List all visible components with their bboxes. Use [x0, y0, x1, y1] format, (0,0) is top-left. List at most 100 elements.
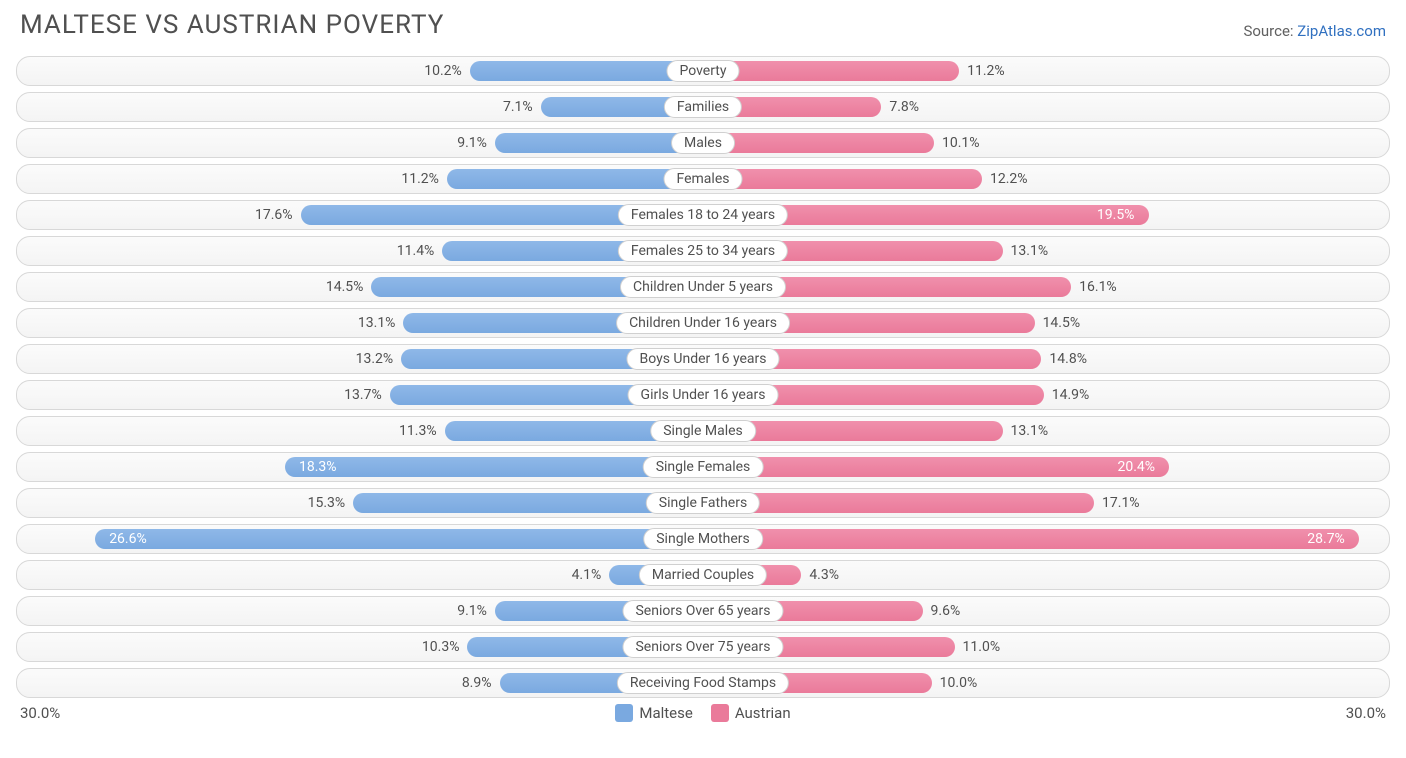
bar-half-right: 13.1% [703, 417, 1389, 445]
legend-item-austrian: Austrian [711, 704, 791, 722]
chart-row: 13.1% 14.5%Children Under 16 years [16, 308, 1390, 338]
chart-row: 10.3%11.0%Seniors Over 75 years [16, 632, 1390, 662]
bar-half-left: 13.2% [17, 345, 703, 373]
value-austrian: 9.6% [931, 597, 961, 625]
value-maltese: 11.4% [397, 237, 435, 265]
bar-half-right: 13.1% [703, 237, 1389, 265]
value-maltese: 11.2% [401, 165, 439, 193]
axis-label-left: 30.0% [20, 704, 60, 722]
value-maltese: 13.1% [358, 309, 396, 337]
bar-half-right: 7.8% [703, 93, 1389, 121]
value-maltese: 18.3% [299, 453, 337, 481]
chart-row: 11.4% 13.1% Females 25 to 34 years [16, 236, 1390, 266]
legend-label-maltese: Maltese [639, 704, 692, 722]
bar-maltese [285, 457, 703, 477]
value-austrian: 14.8% [1049, 345, 1087, 373]
category-label: Males [671, 132, 735, 154]
bar-austrian [703, 493, 1094, 513]
value-austrian: 4.3% [809, 561, 839, 589]
bar-half-right: 10.1% [703, 129, 1389, 157]
chart-row: 9.1% 10.1% Males [16, 128, 1390, 158]
bar-half-left: 10.2% [17, 57, 703, 85]
category-label: Single Fathers [646, 492, 760, 514]
legend-label-austrian: Austrian [735, 704, 791, 722]
bar-half-right: 14.5% [703, 309, 1389, 337]
bar-half-left: 4.1% [17, 561, 703, 589]
chart-row: 11.2% 12.2% Females [16, 164, 1390, 194]
legend-swatch-maltese [615, 704, 633, 722]
legend-item-maltese: Maltese [615, 704, 692, 722]
value-austrian: 16.1% [1079, 273, 1117, 301]
value-maltese: 10.3% [422, 633, 460, 661]
category-label: Females 18 to 24 years [618, 204, 788, 226]
source-link[interactable]: ZipAtlas.com [1297, 22, 1386, 40]
category-label: Females 25 to 34 years [618, 240, 788, 262]
category-label: Poverty [666, 60, 739, 82]
category-label: Families [664, 96, 742, 118]
bar-half-right: 17.1% [703, 489, 1389, 517]
legend-swatch-austrian [711, 704, 729, 722]
value-maltese: 14.5% [326, 273, 364, 301]
category-label: Single Males [650, 420, 756, 442]
value-austrian: 20.4% [1117, 453, 1155, 481]
bar-half-left: 10.3% [17, 633, 703, 661]
bar-half-left: 13.1% [17, 309, 703, 337]
bar-austrian [703, 61, 959, 81]
category-label: Children Under 16 years [616, 312, 790, 334]
category-label: Seniors Over 65 years [622, 600, 783, 622]
value-maltese: 13.7% [344, 381, 382, 409]
value-austrian: 13.1% [1011, 237, 1049, 265]
category-label: Girls Under 16 years [628, 384, 779, 406]
value-austrian: 14.9% [1052, 381, 1090, 409]
category-label: Receiving Food Stamps [617, 672, 789, 694]
chart-row: 26.6%28.7%Single Mothers [16, 524, 1390, 554]
value-maltese: 9.1% [457, 129, 487, 157]
bar-maltese [95, 529, 703, 549]
chart-header: MALTESE VS AUSTRIAN POVERTY Source: ZipA… [16, 10, 1390, 40]
bar-austrian [703, 169, 982, 189]
bar-half-right: 20.4% [703, 453, 1389, 481]
bar-half-right: 28.7% [703, 525, 1389, 553]
bar-half-left: 14.5% [17, 273, 703, 301]
category-label: Single Females [643, 456, 764, 478]
chart-row: 9.1% 9.6% Seniors Over 65 years [16, 596, 1390, 626]
bar-half-left: 17.6% [17, 201, 703, 229]
chart-row: 7.1% 7.8%Families [16, 92, 1390, 122]
bar-austrian [703, 529, 1359, 549]
axis-label-right: 30.0% [1346, 704, 1386, 722]
value-maltese: 26.6% [109, 525, 147, 553]
value-maltese: 10.2% [424, 57, 462, 85]
chart-row: 10.2%11.2%Poverty [16, 56, 1390, 86]
chart-row: 14.5%16.1%Children Under 5 years [16, 272, 1390, 302]
chart-title: MALTESE VS AUSTRIAN POVERTY [20, 10, 444, 40]
bar-half-right: 14.9% [703, 381, 1389, 409]
chart-row: 17.6% 19.5%Females 18 to 24 years [16, 200, 1390, 230]
value-maltese: 8.9% [462, 669, 492, 697]
value-austrian: 28.7% [1307, 525, 1345, 553]
chart-row: 11.3%13.1%Single Males [16, 416, 1390, 446]
value-maltese: 9.1% [457, 597, 487, 625]
bar-half-left: 13.7% [17, 381, 703, 409]
chart-row: 4.1%4.3%Married Couples [16, 560, 1390, 590]
bar-half-left: 8.9% [17, 669, 703, 697]
bar-austrian [703, 133, 934, 153]
category-label: Boys Under 16 years [626, 348, 779, 370]
bar-half-left: 11.4% [17, 237, 703, 265]
value-austrian: 11.0% [963, 633, 1001, 661]
bar-half-right: 19.5% [703, 201, 1389, 229]
value-austrian: 12.2% [990, 165, 1028, 193]
value-austrian: 10.1% [942, 129, 980, 157]
bar-austrian [703, 457, 1169, 477]
value-maltese: 7.1% [503, 93, 533, 121]
value-austrian: 13.1% [1011, 417, 1049, 445]
category-label: Females [664, 168, 743, 190]
bar-half-left: 18.3% [17, 453, 703, 481]
legend: Maltese Austrian [615, 704, 790, 722]
bar-half-right: 10.0% [703, 669, 1389, 697]
value-maltese: 17.6% [255, 201, 293, 229]
bar-half-left: 9.1% [17, 129, 703, 157]
value-maltese: 4.1% [572, 561, 602, 589]
value-austrian: 17.1% [1102, 489, 1140, 517]
value-austrian: 10.0% [940, 669, 978, 697]
chart-area: 10.2%11.2%Poverty7.1%7.8%Families9.1%10.… [16, 56, 1390, 698]
